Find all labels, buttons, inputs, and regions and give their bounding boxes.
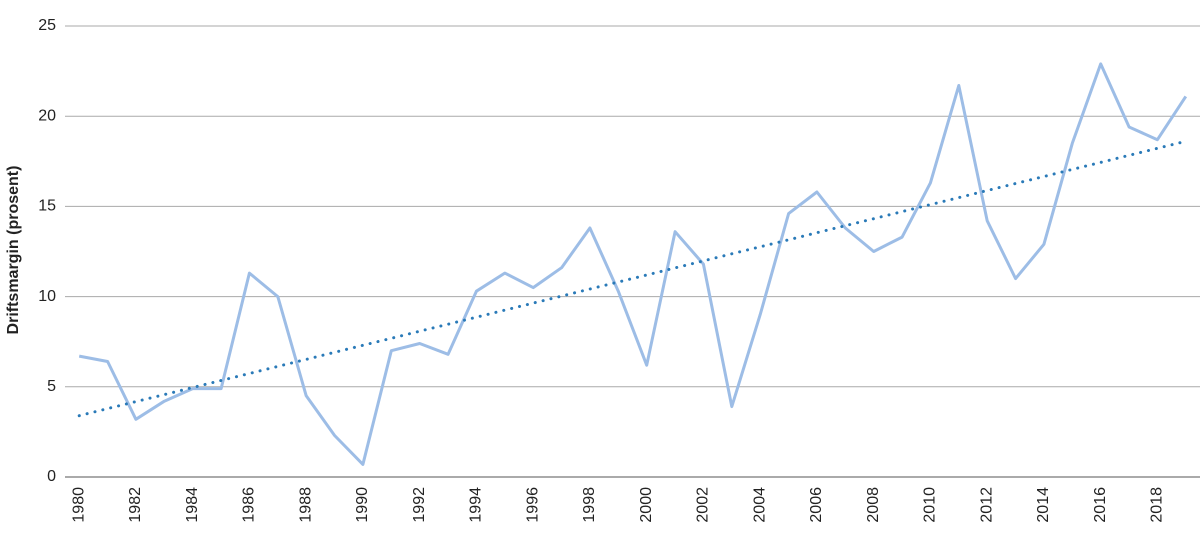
x-tick-label: 1990	[354, 487, 371, 523]
trend-line	[77, 139, 1188, 418]
x-tick-label: 2006	[808, 487, 825, 523]
x-tick-label: 2014	[1035, 487, 1052, 523]
x-tick-label: 2002	[695, 487, 712, 523]
x-tick-label: 2012	[978, 487, 995, 523]
data-line	[78, 62, 1188, 466]
x-tick-label: 1982	[127, 487, 144, 523]
y-tick-label: 5	[47, 378, 56, 395]
y-tick-label: 10	[38, 288, 56, 305]
x-tick-label: 1994	[468, 487, 485, 523]
y-tick-label: 0	[47, 468, 56, 485]
x-tick-label: 2008	[865, 487, 882, 523]
x-tick-label: 1996	[524, 487, 541, 523]
x-tick-label: 1980	[70, 487, 87, 523]
x-tick-label: 2004	[751, 487, 768, 523]
x-tick-label: 2000	[638, 487, 655, 523]
y-tick-label: 15	[38, 198, 56, 215]
x-tick-label: 2018	[1149, 487, 1166, 523]
x-tick-label: 2010	[922, 487, 939, 523]
y-tick-label: 20	[38, 107, 56, 124]
y-axis-label: Driftsmargin (prosent)	[5, 166, 22, 335]
x-tick-label: 1992	[411, 487, 428, 523]
x-tick-label: 1986	[241, 487, 258, 523]
x-tick-label: 1998	[581, 487, 598, 523]
x-tick-label: 1988	[297, 487, 314, 523]
x-tick-label: 2016	[1092, 487, 1109, 523]
y-tick-label: 25	[38, 17, 56, 34]
x-tick-label: 1984	[184, 487, 201, 523]
